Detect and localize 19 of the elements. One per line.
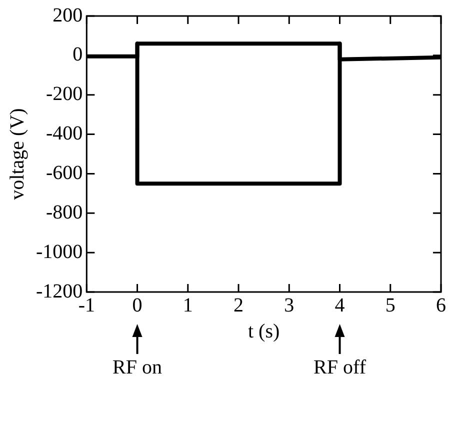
x-tick-label: 5 <box>385 294 396 316</box>
x-axis-title: t (s) <box>248 320 280 342</box>
x-tick-label: 2 <box>234 294 244 316</box>
y-tick-label: 200 <box>52 4 83 26</box>
x-tick-label: 4 <box>334 294 345 316</box>
y-tick-label: -1000 <box>36 240 83 263</box>
text: RF on <box>112 356 162 378</box>
y-tick-label: -600 <box>46 162 83 184</box>
y-tick-label: 0 <box>72 44 83 66</box>
y-tick-label: -400 <box>46 122 83 145</box>
text: RF off <box>314 356 366 378</box>
x-tick-label: 1 <box>182 294 193 316</box>
y-axis-title: voltage (V) <box>6 108 28 200</box>
x-tick-label: 0 <box>132 294 142 316</box>
x-tick-label: 6 <box>436 294 446 316</box>
y-tick-label: -800 <box>46 201 83 224</box>
x-tick-label: 3 <box>284 294 294 316</box>
y-tick-label: -1200 <box>36 280 83 302</box>
y-tick-label: -200 <box>46 83 83 106</box>
